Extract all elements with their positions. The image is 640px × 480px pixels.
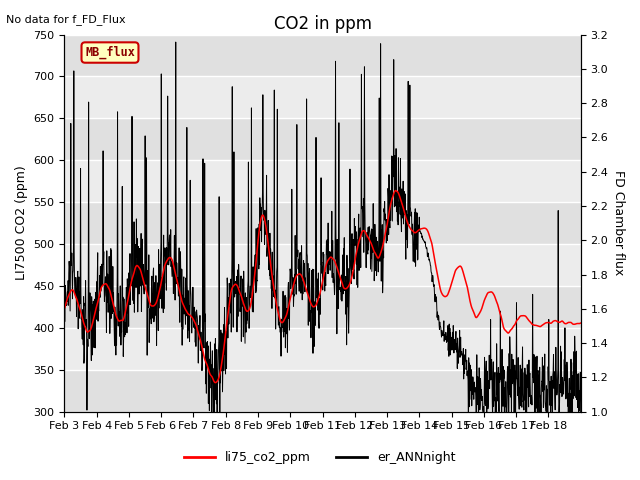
- Bar: [65, 76, 580, 119]
- Bar: [65, 160, 580, 202]
- Y-axis label: FD Chamber flux: FD Chamber flux: [612, 170, 625, 276]
- Bar: [65, 286, 580, 328]
- Text: MB_flux: MB_flux: [85, 46, 135, 59]
- Bar: [65, 244, 580, 286]
- Title: CO2 in ppm: CO2 in ppm: [273, 15, 372, 33]
- Bar: [65, 370, 580, 412]
- Legend: li75_co2_ppm, er_ANNnight: li75_co2_ppm, er_ANNnight: [179, 446, 461, 469]
- Bar: [65, 119, 580, 160]
- Y-axis label: LI7500 CO2 (ppm): LI7500 CO2 (ppm): [15, 166, 28, 280]
- Bar: [65, 35, 580, 76]
- Bar: [65, 328, 580, 370]
- Text: No data for f_FD_Flux: No data for f_FD_Flux: [6, 14, 126, 25]
- Bar: [65, 202, 580, 244]
